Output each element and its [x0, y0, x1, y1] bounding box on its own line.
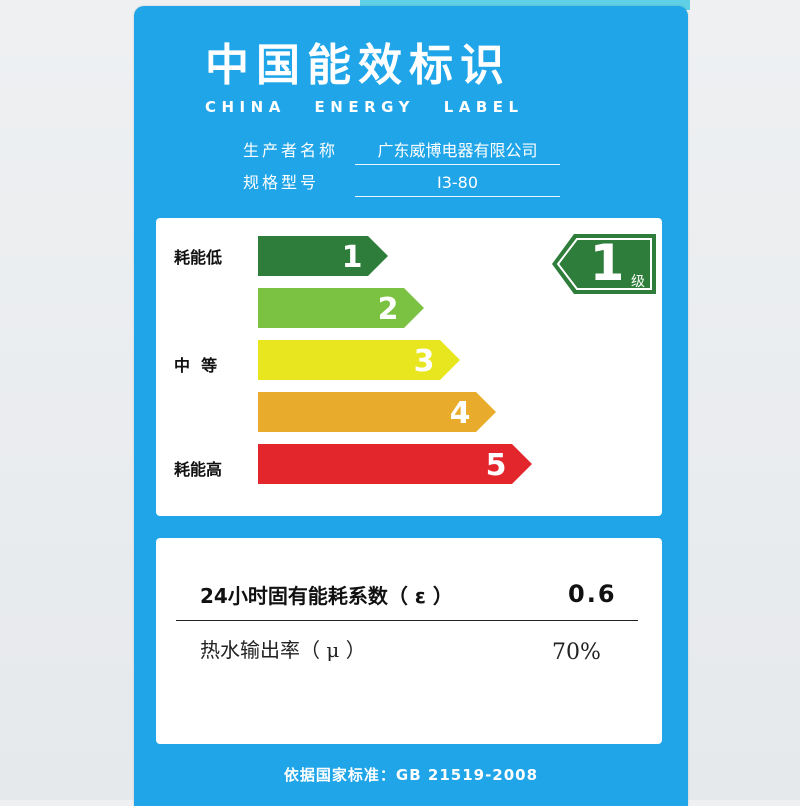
mid-consumption-label: 中 等	[174, 356, 218, 375]
grade-number-4: 4	[450, 396, 471, 431]
grade-number-3: 3	[414, 344, 435, 379]
grade-number-2: 2	[378, 292, 399, 327]
manufacturer-value: 广东威博电器有限公司	[355, 138, 560, 165]
standard-footer: 依据国家标准：GB 21519-2008	[283, 766, 539, 784]
manufacturer-label: 生产者名称	[243, 141, 339, 160]
grade-number-1: 1	[342, 240, 363, 275]
grade-number-5: 5	[486, 448, 507, 483]
low-consumption-label: 耗能低	[174, 248, 223, 267]
top-strip	[360, 0, 690, 10]
rating-unit: 级	[631, 274, 645, 290]
rating-badge	[552, 234, 656, 294]
metrics-panel	[156, 538, 662, 744]
model-label: 规格型号	[243, 173, 320, 192]
hot-water-output-value: 70%	[552, 640, 601, 665]
hot-water-output-label: 热水输出率（ μ ）	[200, 638, 366, 662]
model-value: I3-80	[355, 170, 560, 197]
grade-arrow-4	[258, 392, 496, 432]
grade-arrow-3	[258, 340, 460, 380]
rating-grade: 1	[589, 234, 625, 292]
metrics-divider	[176, 620, 638, 621]
energy-coefficient-label: 24小时固有能耗系数（ ε ）	[200, 584, 453, 608]
grade-arrow-5	[258, 444, 532, 484]
energy-coefficient-value: 0.6	[568, 580, 617, 608]
label-title-cn: 中国能效标识	[205, 40, 511, 91]
high-consumption-label: 耗能高	[174, 460, 223, 479]
grade-arrow-2	[258, 288, 424, 328]
label-title-en: CHINA ENERGY LABEL	[205, 98, 524, 116]
grade-arrow-1	[258, 236, 388, 276]
